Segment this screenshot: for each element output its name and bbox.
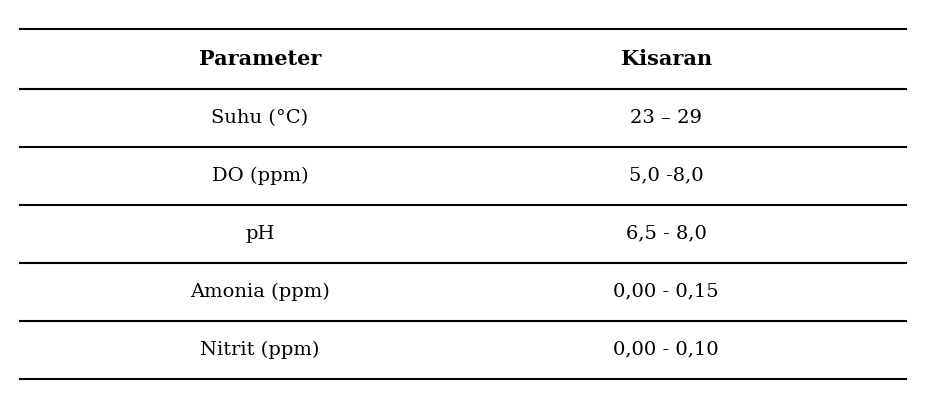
Text: 0,00 - 0,15: 0,00 - 0,15: [613, 283, 719, 301]
Text: Parameter: Parameter: [199, 49, 321, 69]
Text: 0,00 - 0,10: 0,00 - 0,10: [613, 341, 719, 359]
Text: 5,0 -8,0: 5,0 -8,0: [629, 167, 704, 185]
Text: 23 – 29: 23 – 29: [630, 109, 702, 127]
Text: Kisaran: Kisaran: [620, 49, 712, 69]
Text: Nitrit (ppm): Nitrit (ppm): [200, 341, 319, 359]
Text: pH: pH: [245, 225, 275, 243]
Text: DO (ppm): DO (ppm): [211, 167, 308, 185]
Text: Amonia (ppm): Amonia (ppm): [190, 283, 330, 301]
Text: Suhu (°C): Suhu (°C): [211, 109, 308, 127]
Text: 6,5 - 8,0: 6,5 - 8,0: [626, 225, 707, 243]
